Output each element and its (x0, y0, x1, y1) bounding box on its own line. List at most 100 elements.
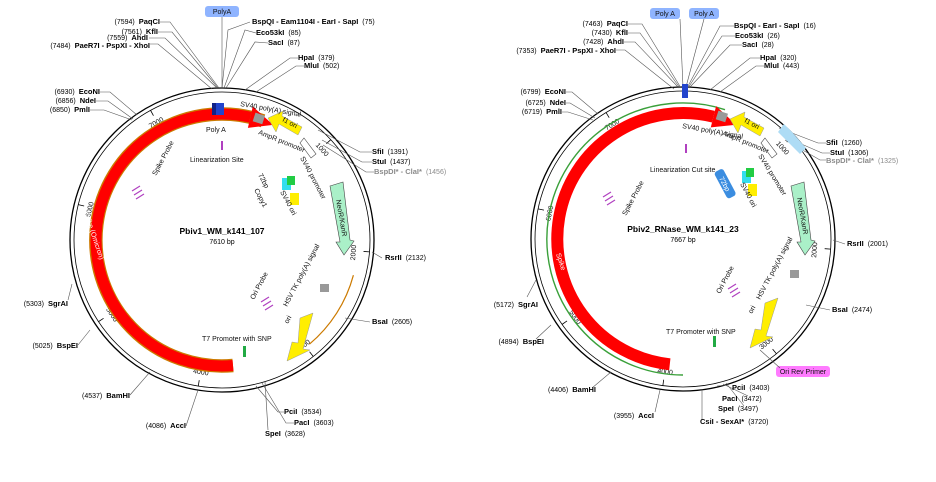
site-name[interactable]: CsiI - SexAI* (700, 417, 744, 426)
site-name[interactable]: EcoNI (545, 87, 566, 96)
site-name[interactable]: PciI (732, 383, 745, 392)
ori-rev-primer-tag[interactable] (776, 366, 830, 377)
site-name[interactable]: BspDI* - ClaI* (374, 167, 422, 176)
site-name[interactable]: BspEI (523, 337, 544, 346)
site-name[interactable]: SpeI (265, 429, 281, 438)
ori-feature[interactable] (286, 312, 314, 362)
site-name[interactable]: Eco53kI (735, 31, 763, 40)
site-name[interactable]: PaeR7I - PspXI - XhoI (75, 41, 150, 50)
map-subtitle: 7610 bp (209, 239, 234, 246)
site-name[interactable]: SacI (742, 40, 757, 49)
site-position: (443) (783, 63, 799, 70)
feature-label-t7: T7 Promoter with SNP (202, 336, 272, 343)
site-name[interactable]: PacI (722, 394, 737, 403)
svg-text:SacI(87): SacI (87) (268, 38, 300, 47)
ampr-promoter-feature[interactable] (299, 137, 317, 159)
tick-label: 1000 (314, 142, 330, 158)
site-name[interactable]: MluI (304, 61, 319, 70)
site-name[interactable]: PacI (294, 418, 309, 427)
site-name[interactable]: SgrAI (518, 300, 538, 309)
svg-text:(6719)PmlI: (6719) PmlI (522, 107, 562, 116)
site-name[interactable]: SfiI (372, 147, 384, 156)
site-name[interactable]: AccI (170, 421, 186, 430)
svg-text:PciI(3403): PciI (3403) (732, 383, 770, 392)
site-name[interactable]: PciI (284, 407, 297, 416)
leader-line (158, 31, 219, 89)
leader-line (149, 37, 218, 89)
site-name[interactable]: SacI (268, 38, 283, 47)
feature-label-spike-probe: Spike Probe (152, 140, 176, 177)
svg-text:(5303)SgrAI: (5303) SgrAI (24, 299, 68, 308)
polya-tag[interactable] (689, 8, 719, 19)
site-name[interactable]: RsrII (847, 239, 864, 248)
site-name[interactable]: RsrII (385, 253, 402, 262)
site-name[interactable]: EcoNI (79, 87, 100, 96)
leader-line (160, 21, 220, 89)
svg-text:(3955)AccI: (3955) AccI (614, 411, 654, 420)
svg-text:(6799)EcoNI: (6799) EcoNI (521, 87, 567, 96)
feature-label-ori-probe: Ori Probe (250, 271, 270, 301)
site-name[interactable]: PaeR7I - PspXI - XhoI (541, 46, 616, 55)
site-name[interactable]: BspQI - Eam1104I - EarI - SapI (252, 17, 358, 26)
site-name[interactable]: KflI (616, 28, 628, 37)
site-name[interactable]: AhdI (607, 37, 624, 46)
site-name[interactable]: BamHI (106, 391, 130, 400)
svg-text:(5172)SgrAI: (5172) SgrAI (494, 300, 538, 309)
site-name[interactable]: AccI (638, 411, 654, 420)
f1-ori-feature[interactable] (267, 110, 303, 136)
site-position: (320) (780, 55, 796, 62)
site-position: (2474) (852, 307, 872, 314)
site-name[interactable]: NdeI (80, 96, 96, 105)
site-name[interactable]: PmlI (74, 105, 90, 114)
site-name[interactable]: SfiI (826, 138, 838, 147)
site-name[interactable]: AhdI (131, 33, 148, 42)
site-name[interactable]: StuI (830, 148, 844, 157)
ori-feature[interactable] (749, 297, 779, 349)
leader-line (344, 317, 371, 323)
sv40-polya-marker (715, 110, 728, 123)
site-name[interactable]: HpaI (760, 53, 776, 62)
site-name[interactable]: StuI (372, 157, 386, 166)
hsv-tk-marker (320, 284, 329, 292)
site-name[interactable]: PaqCI (139, 17, 160, 26)
site-name[interactable]: BspEI (57, 341, 78, 350)
svg-text:PciI(3534): PciI (3534) (284, 407, 322, 416)
neor-kanr-feature[interactable] (329, 181, 355, 256)
site-name[interactable]: BspQI - EarI - SapI (734, 21, 799, 30)
svg-text:Eco53kI(85): Eco53kI (85) (256, 28, 301, 37)
backbone-inner-ring (73, 91, 371, 389)
leader-line (96, 100, 134, 120)
polya-tag[interactable] (205, 6, 239, 17)
neor-kanr-feature[interactable] (790, 181, 816, 256)
leader-line (90, 109, 133, 121)
site-name[interactable]: BsaI (832, 305, 848, 314)
ampr-promoter-feature[interactable] (760, 137, 778, 159)
svg-text:(7559)AhdI: (7559) AhdI (107, 33, 148, 42)
leader-line (255, 385, 284, 413)
leader-line (535, 324, 552, 340)
site-name[interactable]: BsaI (372, 317, 388, 326)
site-name[interactable]: NdeI (550, 98, 566, 107)
site-name[interactable]: BamHI (572, 385, 596, 394)
site-name[interactable]: SgrAI (48, 299, 68, 308)
site-name[interactable]: Eco53kI (256, 28, 284, 37)
f1-ori-feature[interactable] (729, 111, 765, 137)
site-position: (3534) (301, 409, 321, 416)
ori-rev-primer-label: Ori Rev Primer (780, 369, 827, 376)
tick-mark (197, 380, 200, 387)
polya-tag[interactable] (650, 8, 680, 19)
spike-feature-arc[interactable] (551, 107, 715, 371)
site-name[interactable]: PaqCI (607, 19, 628, 28)
polya-feature-box[interactable] (682, 84, 688, 98)
site-name[interactable]: BspDI* - ClaI* (826, 156, 874, 165)
ori-probe-glyph (727, 283, 741, 298)
site-name[interactable]: HpaI (298, 53, 314, 62)
72bp-tag[interactable] (714, 168, 737, 199)
spike-feature-arc[interactable] (90, 108, 252, 372)
site-name[interactable]: MluI (764, 61, 779, 70)
site-name[interactable]: KflI (146, 27, 158, 36)
feature-label-hsv-tk: HSV TK poly(A) signal (283, 243, 322, 308)
site-position: (3472) (741, 396, 761, 403)
site-name[interactable]: SpeI (718, 404, 734, 413)
site-name[interactable]: PmlI (546, 107, 562, 116)
